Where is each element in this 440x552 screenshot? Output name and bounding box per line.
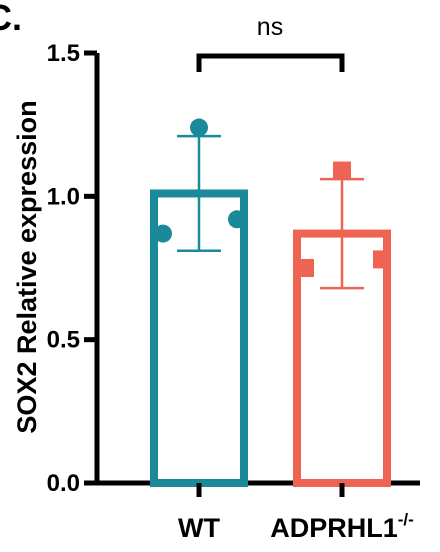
significance-label: ns xyxy=(257,13,283,41)
significance-bracket: ns xyxy=(196,13,345,72)
data-point xyxy=(228,210,246,229)
error-bars xyxy=(177,134,364,290)
y-tick-label: 0.0 xyxy=(47,470,80,497)
data-point xyxy=(190,118,208,137)
data-point xyxy=(373,250,391,269)
category-superscript: -/- xyxy=(398,510,414,529)
axes xyxy=(94,53,420,486)
data-point xyxy=(296,259,314,277)
data-point xyxy=(333,161,351,180)
y-axis-label: SOX2 Relative expression xyxy=(12,100,42,433)
y-tick-label: 1.0 xyxy=(47,183,80,210)
data-point xyxy=(154,224,172,243)
category-label: ADPRHL1 xyxy=(270,513,398,543)
x-tick-label: ADPRHL1-/- xyxy=(270,510,414,543)
y-tick-label: 0.5 xyxy=(47,327,80,354)
bars xyxy=(150,189,391,487)
x-ticks: WT ADPRHL1-/- xyxy=(178,483,414,543)
significance-bracket-line xyxy=(196,53,345,72)
y-ticks: 0.0 0.5 1.0 1.5 xyxy=(47,40,97,497)
data-points xyxy=(154,118,391,277)
y-tick-label: 1.5 xyxy=(47,40,80,67)
panel-label: C. xyxy=(0,0,22,38)
category-label: WT xyxy=(178,513,220,543)
x-tick-label: WT xyxy=(178,513,220,543)
